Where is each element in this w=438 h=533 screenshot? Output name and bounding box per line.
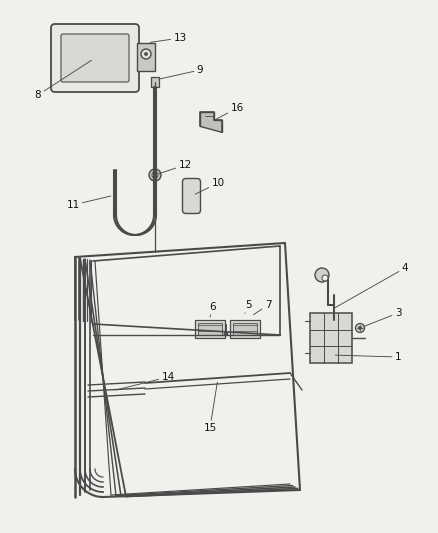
Text: 6: 6	[210, 302, 216, 317]
Circle shape	[322, 275, 328, 281]
Bar	[310, 313, 352, 363]
Text: 10: 10	[195, 178, 225, 194]
Text: 12: 12	[159, 160, 192, 174]
Circle shape	[358, 327, 361, 329]
Text: 15: 15	[203, 382, 217, 433]
Text: 9: 9	[159, 65, 203, 79]
Bar	[198, 323, 222, 335]
Circle shape	[145, 52, 148, 55]
Circle shape	[152, 172, 158, 178]
Text: 1: 1	[335, 352, 401, 362]
Bar	[137, 43, 155, 71]
Circle shape	[149, 169, 161, 181]
Bar	[230, 320, 260, 338]
FancyBboxPatch shape	[61, 34, 129, 82]
Bar	[233, 323, 257, 335]
Text: 11: 11	[67, 196, 111, 210]
Circle shape	[224, 332, 228, 336]
Text: 7: 7	[254, 300, 271, 314]
Circle shape	[315, 268, 329, 282]
Bar	[151, 77, 159, 87]
Text: 5: 5	[245, 300, 252, 313]
Polygon shape	[200, 112, 222, 132]
Circle shape	[356, 324, 364, 333]
FancyBboxPatch shape	[51, 24, 139, 92]
Text: 16: 16	[215, 103, 244, 120]
Text: 13: 13	[150, 33, 187, 43]
Circle shape	[141, 49, 151, 59]
Text: 3: 3	[364, 308, 401, 327]
Text: 4: 4	[335, 263, 408, 308]
FancyBboxPatch shape	[183, 179, 201, 214]
Bar	[195, 320, 225, 338]
Text: 14: 14	[116, 372, 175, 390]
Text: 8: 8	[35, 60, 92, 100]
